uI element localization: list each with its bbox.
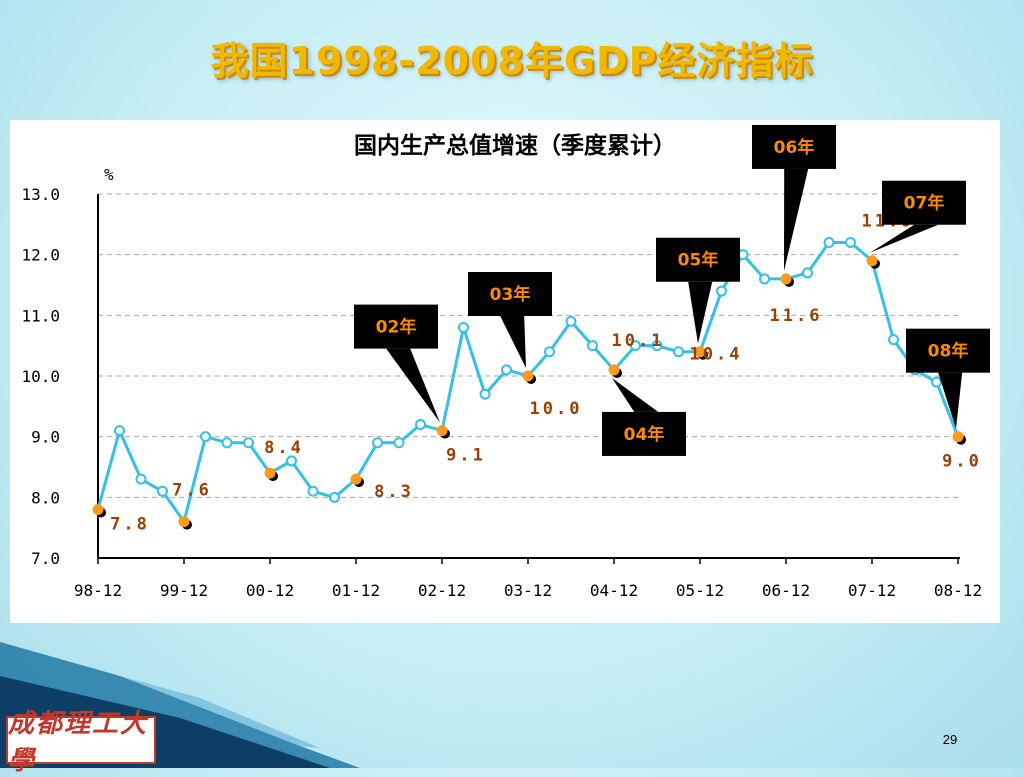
data-label: 10.1 bbox=[612, 331, 665, 351]
data-point bbox=[565, 315, 577, 327]
y-tick-label: 8.0 bbox=[31, 488, 60, 507]
data-point bbox=[157, 485, 168, 497]
data-point bbox=[845, 237, 856, 249]
y-tick-label: 10.0 bbox=[21, 367, 60, 386]
data-label: 9.0 bbox=[942, 452, 982, 472]
annual-marker bbox=[780, 273, 792, 285]
data-label: 8.4 bbox=[264, 438, 304, 458]
y-tick-label: 12.0 bbox=[21, 246, 60, 265]
callout-pointer bbox=[612, 377, 659, 412]
x-tick-label: 05-12 bbox=[676, 581, 724, 600]
callout-label: 04年 bbox=[624, 424, 665, 445]
university-logo: 成都理工大學 bbox=[6, 709, 156, 776]
data-point bbox=[135, 473, 147, 485]
y-axis-unit: % bbox=[104, 165, 114, 184]
callout-pointer bbox=[784, 168, 809, 271]
data-point bbox=[888, 334, 899, 346]
y-tick-label: 13.0 bbox=[21, 185, 60, 204]
annual-marker bbox=[350, 473, 362, 485]
callout-box bbox=[906, 328, 990, 373]
data-label: 9.1 bbox=[446, 446, 486, 466]
data-point bbox=[759, 273, 770, 285]
callout-pointer bbox=[386, 348, 440, 423]
data-point bbox=[393, 437, 405, 449]
callout-pointer bbox=[870, 224, 939, 253]
data-point bbox=[200, 431, 211, 443]
annual-marker bbox=[608, 364, 620, 376]
x-tick-label: 04-12 bbox=[590, 581, 638, 600]
data-point bbox=[931, 376, 942, 388]
callout-label: 05年 bbox=[678, 250, 719, 271]
data-point bbox=[479, 388, 491, 400]
chart-title: 国内生产总值增速（季度累计） bbox=[354, 133, 676, 159]
annual-marker bbox=[178, 516, 190, 528]
callout-label: 03年 bbox=[490, 284, 531, 305]
data-label: 7.8 bbox=[110, 514, 150, 534]
data-point bbox=[651, 340, 663, 352]
data-point bbox=[501, 364, 512, 376]
annual-marker bbox=[92, 503, 104, 515]
x-tick-label: 00-12 bbox=[246, 581, 294, 600]
callout-box bbox=[882, 180, 966, 225]
gdp-growth-line-chart: 13.0 12.0 11.0 10.0 9.0 8.0 7.0% 98-12 99-12 00-1… bbox=[21, 124, 990, 600]
data-point bbox=[802, 267, 813, 279]
x-tick-label: 02-12 bbox=[418, 581, 466, 600]
callout-pointer bbox=[688, 281, 713, 344]
x-tick-label: 06-12 bbox=[762, 581, 810, 600]
chart-panel: 国内生产总值增速（季度累计） 13.0 12.0 11.0 10.0 9.0 8.0 7.0… bbox=[10, 120, 1000, 623]
x-tick-label: 98-12 bbox=[74, 581, 122, 600]
callout-label: 08年 bbox=[928, 341, 969, 362]
data-point bbox=[587, 340, 598, 352]
x-tick-label: 99-12 bbox=[160, 581, 208, 600]
data-point bbox=[415, 419, 426, 431]
annual-marker bbox=[866, 255, 878, 267]
callout-box bbox=[468, 272, 552, 316]
annual-marker bbox=[952, 431, 964, 443]
data-point bbox=[673, 346, 684, 358]
callout-label: 07年 bbox=[904, 193, 945, 214]
annual-marker bbox=[694, 346, 706, 358]
callout-label: 06年 bbox=[774, 137, 815, 158]
data-label: 8.3 bbox=[374, 482, 414, 502]
annual-marker bbox=[522, 370, 534, 382]
y-tick-label: 7.0 bbox=[31, 549, 60, 568]
data-point bbox=[630, 340, 641, 352]
x-tick-label: 07-12 bbox=[848, 581, 896, 600]
callout-box bbox=[752, 124, 836, 169]
data-label: 11.6 bbox=[770, 306, 823, 326]
x-tick-label: 08-12 bbox=[934, 581, 982, 600]
data-point bbox=[243, 437, 254, 449]
callout-label: 02年 bbox=[376, 317, 417, 338]
y-tick-label: 11.0 bbox=[21, 306, 60, 325]
data-point bbox=[221, 437, 233, 449]
data-point bbox=[458, 321, 469, 333]
callout-box bbox=[656, 237, 740, 282]
data-point bbox=[823, 237, 835, 249]
y-tick-label: 9.0 bbox=[31, 428, 60, 447]
data-label: 7.6 bbox=[172, 481, 212, 501]
callout-box bbox=[354, 304, 438, 349]
annual-marker bbox=[436, 425, 448, 437]
data-point bbox=[114, 425, 125, 437]
data-label: 10.0 bbox=[530, 399, 583, 419]
data-point bbox=[329, 491, 340, 503]
data-point bbox=[372, 437, 383, 449]
data-point bbox=[544, 346, 555, 358]
data-point bbox=[716, 285, 727, 297]
x-tick-label: 01-12 bbox=[332, 581, 380, 600]
data-point bbox=[286, 455, 297, 467]
page-number: 29 bbox=[942, 732, 958, 747]
callout-pointer bbox=[500, 316, 526, 368]
annual-marker bbox=[264, 467, 276, 479]
x-tick-label: 03-12 bbox=[504, 581, 552, 600]
data-point bbox=[307, 485, 319, 497]
data-label: 10.4 bbox=[690, 345, 743, 365]
callout-box bbox=[602, 411, 686, 456]
callout-pointer bbox=[938, 372, 963, 429]
slide-title: 我国1998-2008年GDP经济指标 bbox=[210, 39, 814, 83]
